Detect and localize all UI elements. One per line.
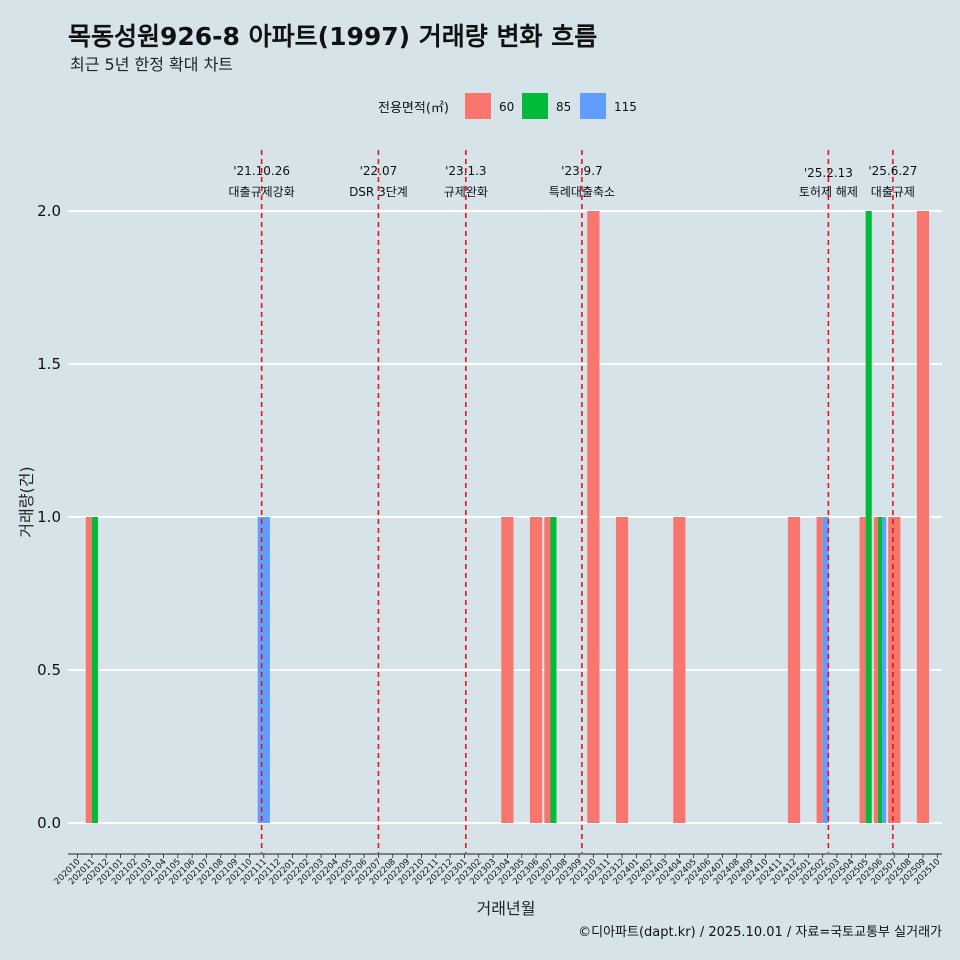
bar-85-202506 <box>877 517 883 823</box>
legend-swatch-60 <box>465 93 491 119</box>
chart-title: 목동성원926-8 아파트(1997) 거래량 변화 흐름 <box>68 22 597 51</box>
bar-85-202505 <box>865 211 872 823</box>
y-axis-title: 거래량(건) <box>17 466 36 537</box>
source-caption: ©디아파트(dapt.kr) / 2025.10.01 / 자료=국토교통부 실… <box>578 925 942 940</box>
legend: 전용면적(㎡) 60 85 115 <box>378 93 637 119</box>
event-label: 특례대출축소 <box>549 185 615 199</box>
y-tick-label: 0.0 <box>37 814 61 832</box>
event-date: '25.2.13 <box>804 166 853 180</box>
bar-115-202506 <box>882 517 887 823</box>
bar-60-202506 <box>873 517 878 823</box>
bar-60-202509 <box>916 211 930 823</box>
y-tick-label: 1.5 <box>37 355 61 373</box>
event-label: 토허제 해제 <box>799 185 858 199</box>
y-tick-label: 0.5 <box>37 661 61 679</box>
bar-60-202507 <box>888 517 901 823</box>
legend-label-85: 85 <box>556 100 571 114</box>
bar-85-202307 <box>550 517 557 823</box>
bar-60-202505 <box>859 517 866 823</box>
x-axis-title: 거래년월 <box>477 899 536 918</box>
legend-label-115: 115 <box>614 100 637 114</box>
event-date: '25.6.27 <box>868 164 917 178</box>
event-markers: '21.10.26 대출규제강화 '22.07 DSR 3단계 '23.1.3 규제완화 '… <box>229 150 917 853</box>
bar-115-202502 <box>822 517 829 823</box>
legend-swatch-115 <box>580 93 606 119</box>
event-date: '23.1.3 <box>445 164 486 178</box>
y-tick-label: 2.0 <box>37 202 61 220</box>
bar-115-202111 <box>257 517 270 823</box>
bars <box>85 211 930 823</box>
chart-subtitle: 최근 5년 한정 확대 차트 <box>70 55 233 74</box>
y-axis: 0.0 0.5 1.0 1.5 2.0 <box>37 202 61 832</box>
event-date: '21.10.26 <box>233 164 290 178</box>
legend-title: 전용면적(㎡) <box>378 101 449 116</box>
legend-label-60: 60 <box>499 100 514 114</box>
bar-60-202304 <box>501 517 514 823</box>
bar-60-202502 <box>816 517 823 823</box>
x-axis: 2020102020112020122021012021022021032021… <box>53 853 942 887</box>
event-label: DSR 3단계 <box>349 185 408 199</box>
event-date: '22.07 <box>360 164 398 178</box>
event-date: '23.9.7 <box>561 164 602 178</box>
bar-85-202011 <box>91 517 98 823</box>
bar-60-202412 <box>787 517 801 823</box>
event-label: 규제완화 <box>444 185 488 199</box>
legend-swatch-85 <box>522 93 548 119</box>
bar-60-202310 <box>587 211 600 823</box>
bar-60-202306 <box>529 517 543 823</box>
event-label: 대출규제 <box>871 185 915 199</box>
bar-60-202307 <box>544 517 551 823</box>
bar-60-202404 <box>673 517 686 823</box>
event-label: 대출규제강화 <box>229 185 295 199</box>
bar-60-202312 <box>615 517 629 823</box>
bar-60-202011 <box>85 517 92 823</box>
y-tick-label: 1.0 <box>37 508 61 526</box>
